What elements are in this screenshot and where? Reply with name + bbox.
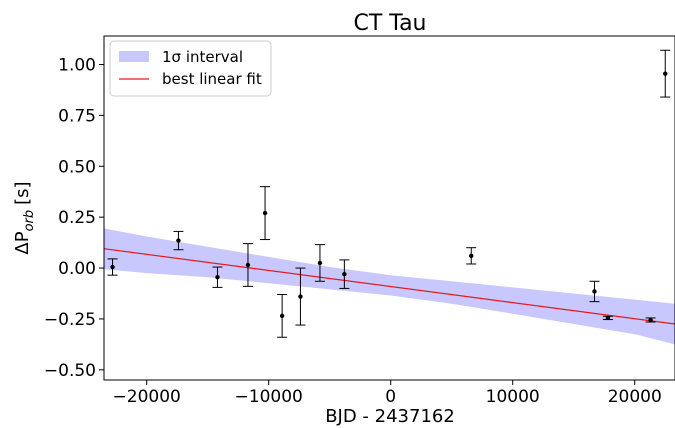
x-tick-label: −20000 — [113, 387, 181, 407]
data-point — [339, 259, 350, 289]
x-tick-label: 10000 — [486, 387, 540, 407]
data-point — [107, 258, 118, 276]
x-tick-label: −10000 — [235, 387, 303, 407]
x-tick-label: 0 — [385, 387, 396, 407]
data-marker — [110, 264, 115, 270]
data-marker — [176, 238, 181, 243]
axes: −20000 −10000 0 10000 20000 −0.50 −0.25 0.00 0.2… — [44, 35, 675, 407]
data-marker — [262, 210, 268, 216]
data-point — [466, 247, 477, 265]
y-tick-label: −0.25 — [44, 310, 96, 330]
plot-area — [103, 49, 675, 345]
y-tick-label: 0.75 — [58, 106, 96, 126]
data-point — [602, 315, 613, 321]
data-point — [212, 266, 223, 288]
y-tick-label: 0.50 — [58, 157, 96, 177]
y-tick-label: 1.00 — [58, 55, 96, 75]
data-marker — [317, 260, 323, 266]
chart-title: CT Tau — [353, 11, 426, 36]
data-point — [314, 244, 325, 282]
fit-line — [103, 248, 675, 325]
legend-band-swatch — [119, 51, 149, 62]
data-marker — [342, 271, 347, 277]
legend: 1σ interval best linear fit — [109, 40, 272, 97]
y-axis-label-unit: [s] — [12, 181, 33, 204]
legend-label-line: best linear fit — [162, 70, 262, 88]
plot-frame — [103, 35, 675, 381]
data-marker — [298, 294, 303, 299]
data-marker — [469, 253, 474, 259]
legend-label-band: 1σ interval — [162, 48, 243, 66]
data-marker — [648, 317, 653, 323]
x-axis-label: BJD - 2437162 — [325, 406, 455, 427]
legend-box — [109, 40, 272, 97]
data-marker — [592, 289, 597, 294]
data-point — [260, 186, 271, 241]
data-point — [295, 267, 306, 326]
data-point — [242, 243, 253, 287]
data-marker — [245, 262, 251, 268]
data-point — [277, 294, 288, 338]
data-marker — [279, 313, 285, 319]
data-marker — [605, 315, 611, 321]
y-axis-label-sub: orb — [22, 210, 37, 232]
data-point — [173, 230, 184, 251]
data-point — [589, 280, 600, 303]
data-marker — [663, 71, 668, 76]
data-point — [660, 49, 671, 98]
data-point — [645, 317, 656, 323]
y-tick-label: 0.25 — [58, 208, 96, 228]
data-marker — [215, 275, 220, 280]
y-axis-label-main: ΔP — [12, 231, 33, 254]
y-axis-label: ΔPorb [s] — [12, 181, 37, 254]
y-tick-label: 0.00 — [58, 259, 96, 279]
y-tick-label: −0.50 — [44, 361, 96, 381]
x-tick-label: 20000 — [608, 387, 662, 407]
